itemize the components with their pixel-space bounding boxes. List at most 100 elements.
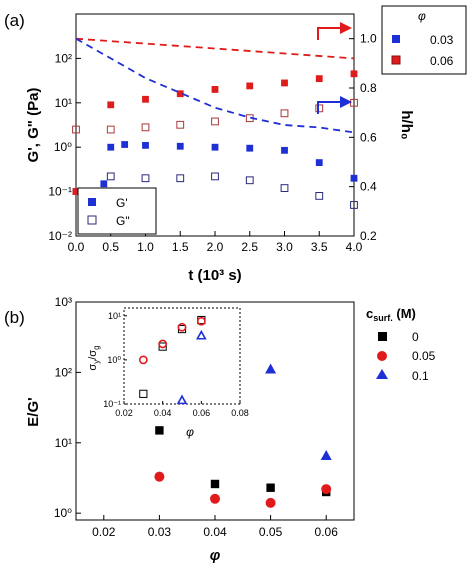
panel-b-data-point-0.1 xyxy=(265,363,277,374)
inset-x-tick-label: 0.04 xyxy=(154,408,172,418)
panel-a-data-point xyxy=(350,174,358,182)
csurf-legend-label-0.05: 0.05 xyxy=(412,349,436,363)
panel-a-y-ticks: 10⁻² 10⁻¹ 10⁰ 10¹ 10² xyxy=(48,51,81,243)
panel-a-data-point xyxy=(142,95,149,103)
csurf-legend-label-0.1: 0.1 xyxy=(412,369,429,383)
panel-b-data-point-0.1 xyxy=(320,449,332,460)
inset-data-point xyxy=(158,339,168,349)
panel-a-x-tick-label: 2.0 xyxy=(207,240,224,254)
inset-x-ticks: 0.02 0.04 0.06 0.08 xyxy=(115,401,249,418)
inset-data-point xyxy=(196,316,206,326)
phi-legend-marker-0.03 xyxy=(392,35,400,43)
panel-a-y-tick-label: 10² xyxy=(55,51,72,65)
panel-a-moduli-legend: G' G" xyxy=(77,187,157,235)
inset-x-tick-label: 0.02 xyxy=(115,408,133,418)
moduli-legend-label-G-double-prime: G" xyxy=(116,214,130,228)
panel-a-x-axis-title: t (10³ s) xyxy=(188,267,241,284)
panel-a-data-point xyxy=(211,117,219,126)
panel-a-x-tick-label: 4.0 xyxy=(346,240,363,254)
panel-a-x-ticks: 0.0 0.5 1.0 1.5 2.0 2.5 3.0 3.5 4.0 xyxy=(68,231,363,254)
panel-b-x-tick-label: 0.02 xyxy=(92,525,116,539)
panel-a-data-point xyxy=(121,141,129,148)
red-arrowhead-icon xyxy=(340,22,352,34)
panel-a-y-tick-label: 10⁻¹ xyxy=(48,185,72,199)
inset-data-point xyxy=(158,342,167,351)
panel-a-data-point xyxy=(176,90,184,98)
panel-a-data-point xyxy=(100,180,108,188)
inset-y-tick-label: 10⁻¹ xyxy=(103,399,121,409)
inset-y-tick-label: 10¹ xyxy=(108,311,121,321)
panel-a-data-point xyxy=(281,146,288,154)
panel-a-data-point xyxy=(350,70,358,78)
panel-b-data-point-0 xyxy=(155,426,164,435)
panel-a-y2-tick-label: 0.2 xyxy=(360,229,377,243)
phi-legend-label-0.06: 0.06 xyxy=(430,54,454,68)
panel-b-data-point-0 xyxy=(210,479,220,489)
panel-a-series xyxy=(72,37,358,209)
panel-a-y-axis-title: G', G" (Pa) xyxy=(25,88,42,163)
phi-legend-marker-0.06 xyxy=(391,55,401,65)
csurf-legend-marker-0 xyxy=(378,332,387,341)
panel-a-data-point xyxy=(176,120,185,129)
panel-a-data-point xyxy=(106,172,115,181)
panel-b-y-tick-label: 10³ xyxy=(55,295,72,309)
panel-a-data-point xyxy=(211,172,219,181)
panel-a-plot: 0.0 0.5 1.0 1.5 2.0 2.5 3.0 3.5 4.0 10⁻²10⁻¹10⁰1… xyxy=(25,5,467,284)
panel-a-data-point xyxy=(107,143,115,151)
inset-y-tick-label: 10⁰ xyxy=(107,355,121,365)
panel-a-data-point xyxy=(106,125,115,134)
panel-a-phi-legend: φ 0.03 0.06 xyxy=(381,5,467,75)
panel-b-x-tick-label: 0.06 xyxy=(315,525,339,539)
moduli-legend-label-G-prime: G' xyxy=(116,196,128,210)
panel-b-plot: 0.02 0.03 0.04 0.05 0.06 10⁰ 10¹ 10² 10³ φ E/G'… xyxy=(25,295,468,564)
panel-a-data-point xyxy=(107,101,115,109)
panel-a-data-point xyxy=(315,159,323,166)
inset-x-tick-label: 0.08 xyxy=(231,408,249,418)
panel-a-data-point xyxy=(315,192,324,200)
inset-data-point xyxy=(196,329,207,340)
panel-a-data-point xyxy=(350,98,358,107)
red-series-right-axis-arrow xyxy=(317,27,342,40)
panel-a-y2-tick-label: 0.6 xyxy=(360,130,377,144)
phi-legend-title: φ xyxy=(418,9,426,23)
panel-a-x-tick-label: 3.5 xyxy=(311,240,328,254)
panel-a-data-point xyxy=(315,75,323,83)
panel-a-x-tick-label: 3.0 xyxy=(276,240,293,254)
panel-b-series xyxy=(154,363,332,508)
panel-b-y-tick-label: 10¹ xyxy=(55,436,72,450)
panel-a-y2-axis-title: h/h₀ xyxy=(398,110,415,139)
panel-b-data-point-0.05 xyxy=(321,484,332,495)
csurf-legend-marker-0.1 xyxy=(376,369,388,379)
inset-data-point xyxy=(138,355,148,365)
inset-data-point xyxy=(176,394,188,405)
panel-b-x-tick-label: 0.03 xyxy=(148,525,172,539)
panel-b-label: (b) xyxy=(4,308,25,327)
inset-data-point xyxy=(177,322,187,332)
panel-a-data-point xyxy=(142,141,149,149)
panel-a-y2-tick-label: 0.8 xyxy=(360,81,377,95)
panel-b-y-axis-title: E/G' xyxy=(25,397,42,426)
panel-b-data-point-0.05 xyxy=(210,493,220,504)
panel-a-data-point xyxy=(141,123,150,132)
blue-series-right-axis-arrow xyxy=(317,101,342,114)
panel-a-data-point xyxy=(315,104,324,113)
panel-a-x-tick-label: 0.5 xyxy=(102,240,119,254)
panel-a-label: (a) xyxy=(4,11,25,30)
panel-b-legend: csurf. (M) 0 0.05 0.1 xyxy=(362,302,468,402)
panel-a-y-tick-label: 10¹ xyxy=(55,96,72,110)
inset-data-point xyxy=(139,389,148,398)
inset-series xyxy=(138,315,207,405)
panel-a-x-tick-label: 0.0 xyxy=(68,240,85,254)
panel-a-data-point xyxy=(280,184,289,192)
panel-a-data-point xyxy=(141,174,150,183)
panel-a-dashed-height-line xyxy=(75,37,355,60)
moduli-legend-box xyxy=(77,187,157,235)
panel-b-data-point-0.05 xyxy=(265,497,276,508)
panel-b-x-tick-label: 0.05 xyxy=(259,525,283,539)
inset-x-tick-label: 0.06 xyxy=(193,408,211,418)
blue-arrowhead-icon xyxy=(340,96,352,108)
panel-a-data-point xyxy=(211,86,219,93)
panel-b-y-tick-label: 10² xyxy=(55,365,72,379)
panel-b-x-tick-label: 0.04 xyxy=(203,525,227,539)
panel-a-data-point xyxy=(246,144,254,152)
